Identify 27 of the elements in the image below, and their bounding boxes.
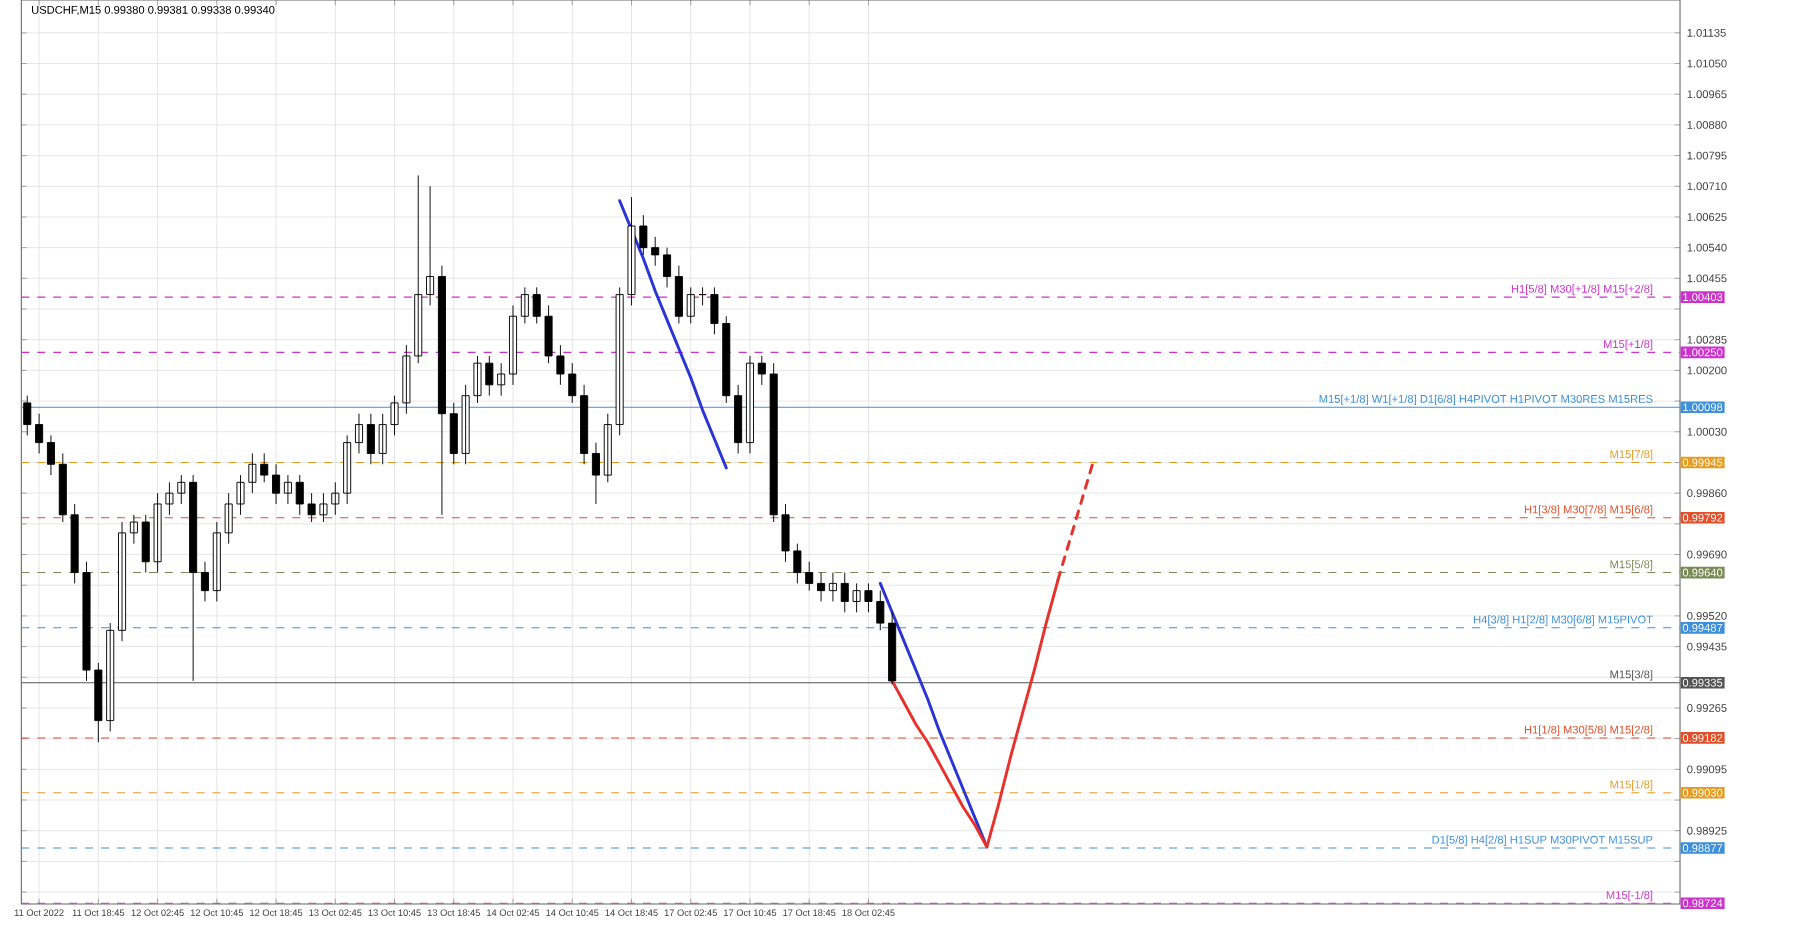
candlestick xyxy=(283,474,292,505)
candlestick xyxy=(580,384,589,465)
candlestick xyxy=(23,395,32,436)
candlestick xyxy=(426,185,435,306)
candlestick xyxy=(46,434,55,476)
candlestick xyxy=(520,286,529,324)
candlestick xyxy=(437,265,446,516)
candlestick xyxy=(674,265,683,324)
line-series xyxy=(618,199,728,470)
candlestick xyxy=(272,463,281,505)
line-series xyxy=(878,581,989,849)
candlestick xyxy=(591,442,600,505)
candlestick xyxy=(745,355,754,454)
candlestick xyxy=(118,521,127,642)
candlestick xyxy=(129,514,138,545)
candlestick xyxy=(817,572,826,602)
candlestick xyxy=(888,611,897,685)
candlestick xyxy=(663,247,672,288)
candlestick xyxy=(828,572,837,602)
candlestick xyxy=(200,561,209,602)
candlestick xyxy=(734,384,743,454)
candlestick xyxy=(354,413,364,454)
candlestick xyxy=(189,474,198,682)
candlestick xyxy=(686,286,695,324)
candlestick xyxy=(508,304,518,386)
candlestick xyxy=(35,413,44,454)
candlestick xyxy=(698,286,707,306)
